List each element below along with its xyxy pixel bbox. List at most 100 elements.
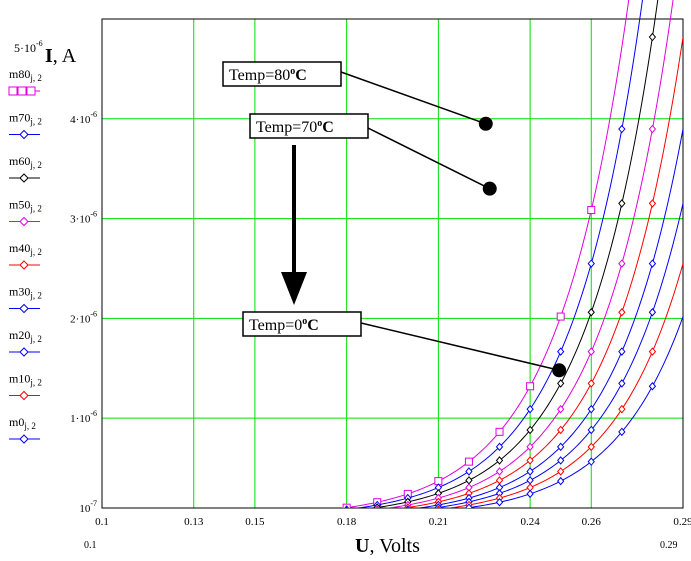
data-point-m80 <box>587 206 596 215</box>
annotation-0: Temp=80oC <box>222 61 493 131</box>
legend-label-m10: m10j, 2 <box>9 372 42 388</box>
legend-marker-m80 <box>17 86 27 96</box>
data-point-m70 <box>526 404 534 414</box>
annotation-label-0: Temp=80oC <box>229 66 307 84</box>
data-point-m0 <box>587 457 595 466</box>
legend-marker-m10 <box>19 390 29 401</box>
data-point-m10 <box>618 404 626 414</box>
data-point-m0 <box>465 503 473 508</box>
data-point-m40 <box>130 514 136 521</box>
y-axis-label: I, A <box>45 45 77 67</box>
data-point-m0 <box>374 512 380 519</box>
legend-label-m60: m60j, 2 <box>9 154 42 170</box>
data-point-m70 <box>557 347 565 356</box>
data-point-m0 <box>282 514 288 521</box>
data-point-m80 <box>464 457 473 466</box>
data-point-m30 <box>160 514 166 521</box>
data-point-m80 <box>312 507 321 508</box>
series-m40 <box>130 36 683 521</box>
y-tick-label: 10-7 <box>79 499 97 515</box>
data-point-m40 <box>282 513 288 520</box>
annotation-box-0 <box>222 61 342 87</box>
x-tick-label: 0.26 <box>582 516 602 528</box>
data-point-m70 <box>465 467 473 476</box>
data-point-m50 <box>557 404 565 414</box>
legend-label-m80: m80j, 2 <box>9 67 42 83</box>
legend-label-m0: m0j, 2 <box>9 415 36 431</box>
y-tick-label: 4·10-6 <box>70 110 97 126</box>
data-point-m30 <box>618 347 626 356</box>
x-tick-label: 0.1 <box>95 516 109 528</box>
x-axis-max-label: 0.29 <box>660 540 678 551</box>
data-point-m10 <box>374 511 380 518</box>
data-point-m0 <box>130 514 136 521</box>
data-point-m30 <box>648 259 657 268</box>
data-point-m70 <box>282 511 288 518</box>
annotation-leader-1 <box>367 127 491 190</box>
data-point-m0 <box>648 381 657 391</box>
data-point-m10 <box>648 347 657 356</box>
data-point-m60 <box>648 32 657 42</box>
annotation-1: Temp=70oC <box>249 113 497 196</box>
series-line-m20 <box>430 203 683 508</box>
series-m30 <box>130 128 683 521</box>
data-point-m40 <box>587 379 595 388</box>
x-tick-label: 0.15 <box>245 516 265 528</box>
data-point-m50 <box>221 513 227 520</box>
legend-item-m10: m10j, 2 <box>9 372 42 401</box>
data-point-m0 <box>618 427 626 437</box>
legend-item-m40: m40j, 2 <box>9 241 42 270</box>
grid-lines <box>102 19 683 508</box>
data-point-m30 <box>374 509 380 516</box>
data-point-m50 <box>526 442 534 452</box>
annotation-leader-0 <box>340 71 487 125</box>
annotation-dot-0 <box>478 116 493 131</box>
data-point-m30 <box>130 514 136 521</box>
x-tick-label: 0.21 <box>429 516 448 528</box>
data-point-m50 <box>648 124 657 134</box>
legend-marker-m40 <box>19 260 29 270</box>
legend-label-m30: m30j, 2 <box>9 285 42 301</box>
data-point-m70 <box>130 514 136 521</box>
data-point-m60 <box>465 476 473 485</box>
data-point-m10 <box>160 514 166 521</box>
data-point-m30 <box>587 404 595 414</box>
data-point-m60 <box>345 506 348 508</box>
legend-label-m40: m40j, 2 <box>9 241 42 257</box>
data-point-m40 <box>618 307 626 317</box>
data-point-m70 <box>587 259 595 268</box>
x-tick-label: 0.13 <box>184 516 204 528</box>
data-point-m10 <box>221 514 227 521</box>
x-tick-label: 0.24 <box>520 516 540 528</box>
data-point-m50 <box>495 467 504 476</box>
data-point-m10 <box>405 509 411 516</box>
data-point-m60 <box>495 456 504 465</box>
data-point-m70 <box>160 514 166 521</box>
data-point-m40 <box>313 512 319 519</box>
series-m0 <box>130 316 683 521</box>
data-point-m10 <box>587 442 595 452</box>
data-point-m40 <box>526 456 534 465</box>
data-point-m60 <box>526 425 534 435</box>
data-point-m20 <box>160 514 166 521</box>
data-point-m40 <box>160 514 166 521</box>
data-point-m0 <box>160 514 166 521</box>
data-point-m50 <box>313 511 319 518</box>
data-point-m0 <box>437 506 440 508</box>
series-m70 <box>130 0 643 521</box>
y-top-label: 5·10-6 <box>14 39 43 55</box>
legend-item-m30: m30j, 2 <box>9 285 42 314</box>
series-line-m40 <box>400 36 683 508</box>
annotation-box-1 <box>249 113 369 139</box>
series-line-m60 <box>369 0 659 508</box>
data-point-m80 <box>282 510 289 517</box>
series-line-m10 <box>446 263 683 508</box>
legend-label-m70: m70j, 2 <box>9 111 42 127</box>
data-point-m0 <box>557 476 565 486</box>
data-point-m0 <box>221 514 227 521</box>
data-point-m60 <box>221 513 227 520</box>
series-line-m70 <box>354 0 643 508</box>
y-tick-label: 1·10-6 <box>70 409 97 425</box>
annotations: Temp=80oC Temp=70oC Temp=0oC <box>222 61 567 378</box>
